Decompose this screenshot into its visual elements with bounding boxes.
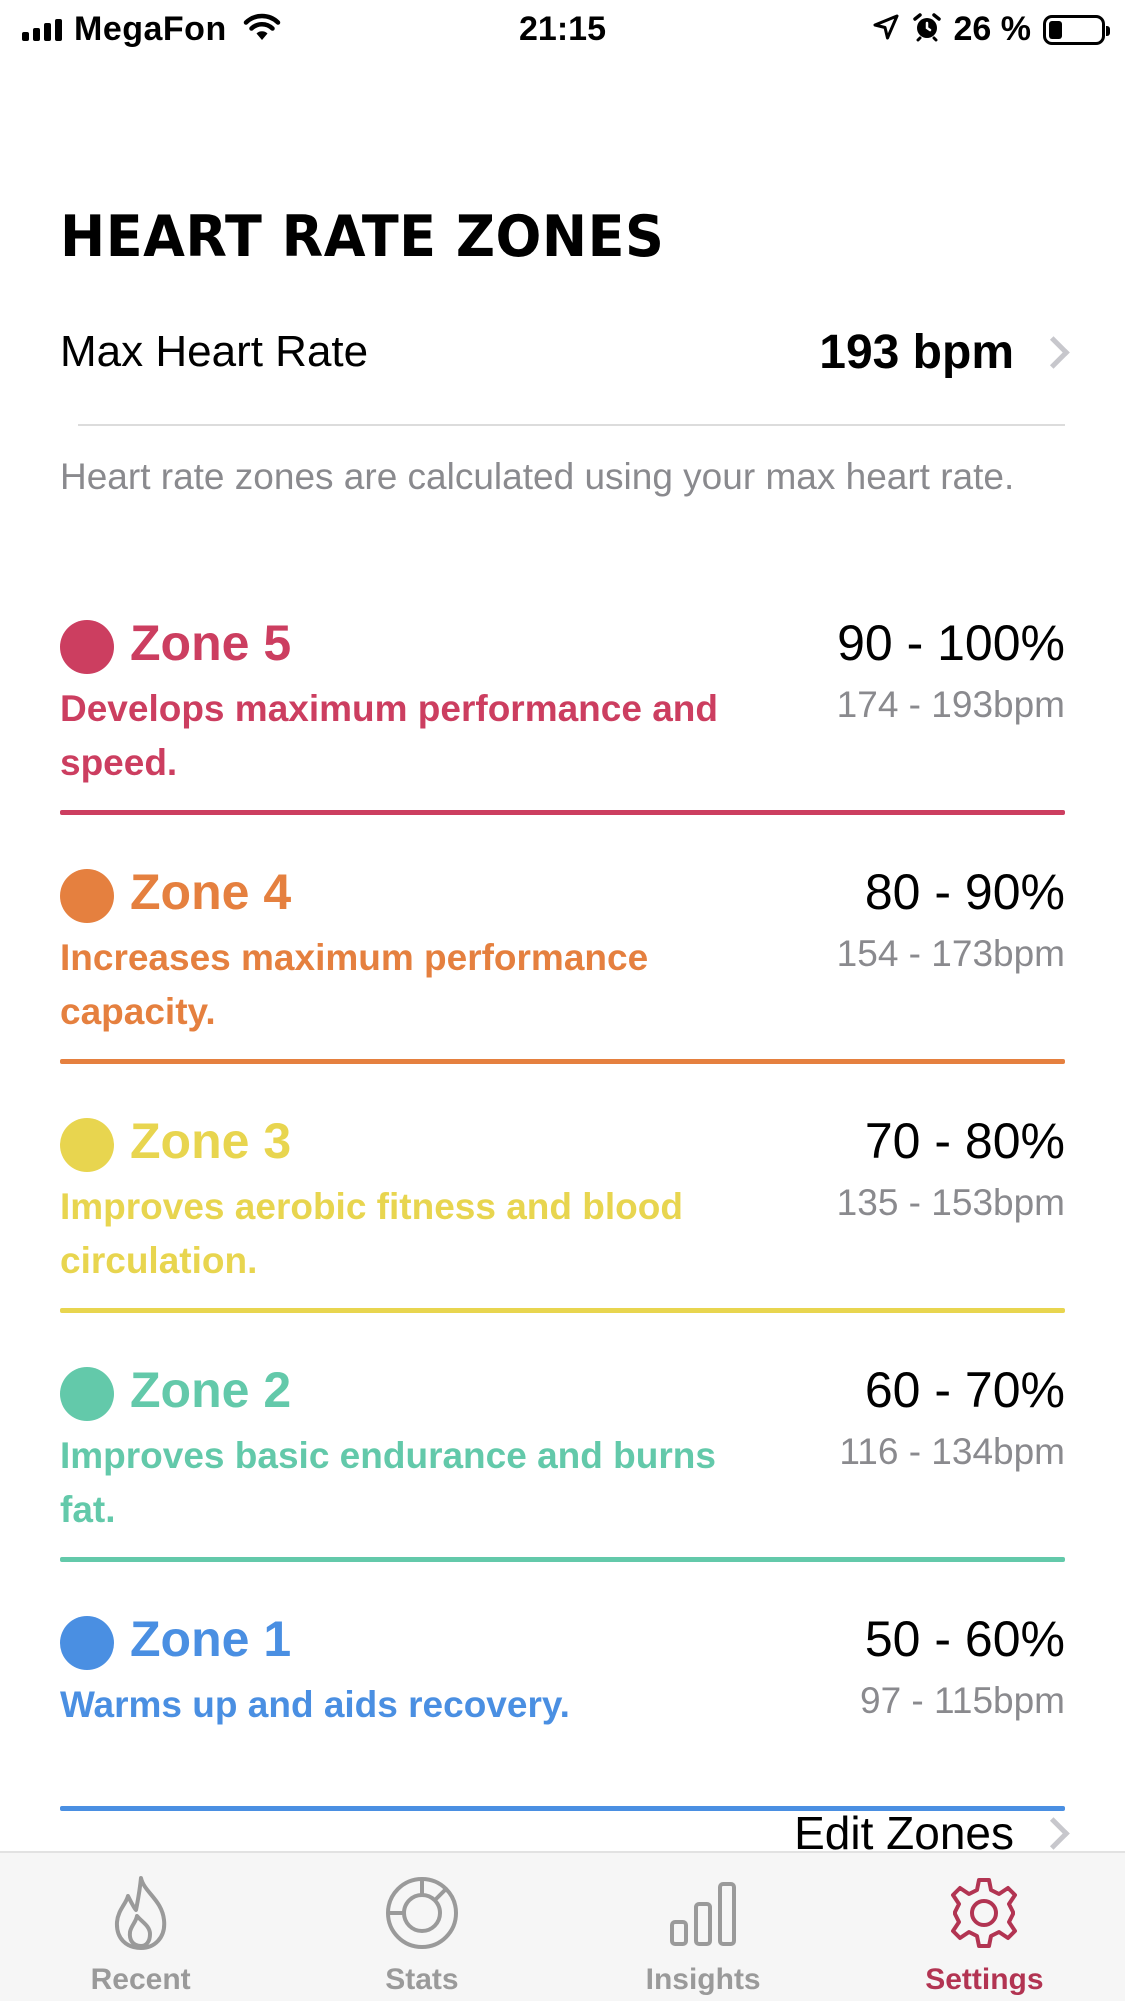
zone-name: Zone 1	[130, 1611, 292, 1667]
zone-divider	[60, 1059, 1065, 1064]
zone-name: Zone 2	[130, 1362, 292, 1418]
zone-divider	[60, 1806, 1065, 1811]
zone-bpm-range: 97 - 115bpm	[860, 1680, 1065, 1721]
carrier-name: MegaFon	[74, 10, 227, 48]
zone-percent-range: 70 - 80%	[864, 1113, 1065, 1169]
zones-description: Heart rate zones are calculated using yo…	[60, 456, 1015, 497]
tab-insights[interactable]: Insights	[563, 1853, 844, 2001]
zone-name: Zone 3	[130, 1113, 292, 1169]
flame-icon	[106, 1871, 176, 1955]
chevron-right-icon	[1037, 335, 1070, 369]
zone-name: Zone 4	[130, 864, 292, 920]
zone-description: Develops maximum performance and speed.	[60, 688, 718, 783]
tab-stats[interactable]: Stats	[281, 1853, 562, 2001]
bar-chart-icon	[668, 1871, 738, 1955]
zone-row-4: Zone 4 Increases maximum performance cap…	[60, 864, 1065, 1069]
zone-row-3: Zone 3 Improves aerobic fitness and bloo…	[60, 1113, 1065, 1318]
max-heart-rate-value: 193 bpm	[819, 325, 1014, 379]
tab-recent[interactable]: Recent	[0, 1853, 281, 2001]
zone-bpm-range: 174 - 193bpm	[836, 684, 1065, 725]
zone-row-5: Zone 5 Develops maximum performance and …	[60, 615, 1065, 820]
edit-zones-label: Edit Zones	[794, 1807, 1014, 1859]
zone-bpm-range: 135 - 153bpm	[836, 1182, 1065, 1223]
zone-color-dot	[60, 869, 114, 923]
status-left: MegaFon	[22, 10, 281, 49]
zone-color-dot	[60, 1367, 114, 1421]
tab-label: Recent	[90, 1963, 191, 1996]
status-time: 21:15	[519, 10, 606, 48]
zone-name: Zone 5	[130, 615, 292, 671]
battery-level	[1049, 20, 1062, 39]
zone-percent-range: 80 - 90%	[864, 864, 1065, 920]
zone-divider	[60, 1557, 1065, 1562]
status-right: 26 %	[872, 10, 1110, 49]
tab-label: Settings	[925, 1963, 1044, 1996]
zone-description: Improves aerobic fitness and blood circu…	[60, 1186, 683, 1281]
zone-color-dot	[60, 1118, 114, 1172]
tab-label: Stats	[385, 1963, 459, 1996]
battery-percent: 26 %	[953, 10, 1032, 48]
tab-settings[interactable]: Settings	[844, 1853, 1125, 2001]
zone-description: Warms up and aids recovery.	[60, 1684, 570, 1725]
tab-label: Insights	[645, 1963, 761, 1996]
zone-bpm-range: 116 - 134bpm	[839, 1431, 1065, 1472]
zone-percent-range: 50 - 60%	[864, 1611, 1065, 1667]
gear-icon	[947, 1871, 1021, 1955]
zone-divider	[60, 1308, 1065, 1313]
max-heart-rate-label: Max Heart Rate	[60, 327, 369, 376]
zone-color-dot	[60, 620, 114, 674]
gauge-icon	[384, 1871, 460, 1955]
chevron-right-icon	[1037, 1816, 1070, 1850]
zone-percent-range: 60 - 70%	[864, 1362, 1065, 1418]
battery-icon	[1043, 14, 1110, 45]
zone-description: Improves basic endurance and burns fat.	[60, 1435, 716, 1530]
wifi-icon	[243, 12, 281, 47]
zone-row-1: Zone 1 Warms up and aids recovery. 50 - …	[60, 1611, 1065, 1816]
max-heart-rate-row[interactable]: Max Heart Rate 193 bpm	[60, 312, 1070, 392]
tab-bar: Recent Stats Insights	[0, 1851, 1125, 2001]
page-title: HEART RATE ZONES	[60, 203, 665, 270]
status-bar: MegaFon 21:15	[0, 0, 1125, 64]
zone-description: Increases maximum performance capacity.	[60, 937, 649, 1032]
divider	[78, 424, 1065, 426]
zone-color-dot	[60, 1616, 114, 1670]
zone-percent-range: 90 - 100%	[837, 615, 1065, 671]
edit-zones-button[interactable]: Edit Zones	[794, 1806, 1070, 1860]
zone-row-2: Zone 2 Improves basic endurance and burn…	[60, 1362, 1065, 1567]
location-arrow-icon	[872, 13, 900, 46]
zone-divider	[60, 810, 1065, 815]
alarm-icon	[912, 12, 942, 47]
cellular-signal-icon	[22, 18, 62, 41]
zone-bpm-range: 154 - 173bpm	[836, 933, 1065, 974]
